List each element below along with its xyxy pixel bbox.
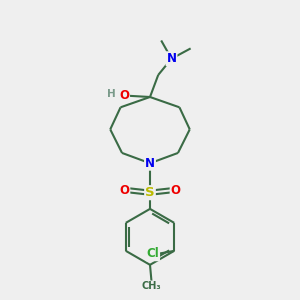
Text: S: S	[145, 186, 155, 199]
Text: O: O	[171, 184, 181, 197]
Text: N: N	[145, 157, 155, 170]
Text: O: O	[119, 184, 129, 197]
Text: H: H	[107, 89, 116, 99]
Text: O: O	[119, 89, 129, 102]
Text: CH₃: CH₃	[142, 281, 161, 291]
Text: N: N	[167, 52, 176, 65]
Text: Cl: Cl	[146, 247, 159, 260]
